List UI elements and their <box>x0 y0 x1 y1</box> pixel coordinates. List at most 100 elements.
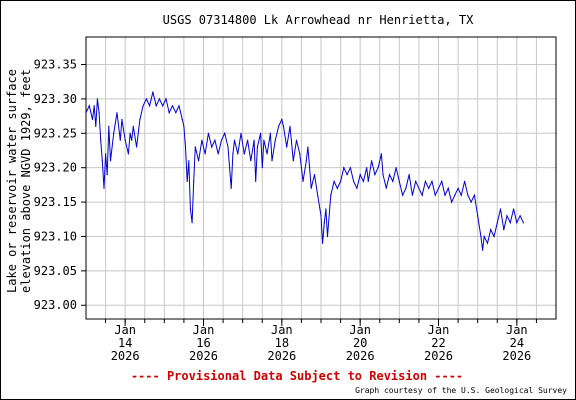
data-point <box>305 160 307 162</box>
data-point <box>349 167 351 169</box>
data-point <box>191 222 193 224</box>
data-point <box>482 249 484 251</box>
x-tick-label-day: 18 <box>275 336 289 350</box>
x-tick-label-month: Jan <box>114 323 136 337</box>
data-point <box>96 98 98 100</box>
data-point <box>243 153 245 155</box>
x-tick-label-month: Jan <box>193 323 215 337</box>
data-point <box>343 167 345 169</box>
series-group <box>85 91 525 251</box>
data-point <box>392 180 394 182</box>
data-point <box>158 98 160 100</box>
data-point <box>139 118 141 121</box>
data-point <box>100 139 102 141</box>
data-point <box>323 222 325 224</box>
data-point <box>451 201 453 203</box>
y-axis-label-line1: Lake or reservoir water surface <box>5 69 19 293</box>
data-point <box>227 146 229 148</box>
data-point <box>447 187 449 189</box>
data-point <box>168 112 170 114</box>
data-point <box>232 153 234 155</box>
y-axis-label-line2: elevation above NGVD 1929, feet <box>19 69 33 293</box>
data-point <box>201 139 203 141</box>
data-point <box>395 167 397 169</box>
data-point <box>101 160 103 162</box>
x-tick-label-year: 2026 <box>111 349 140 363</box>
x-tick-label-day: 14 <box>118 336 132 350</box>
data-point <box>85 112 87 114</box>
data-point <box>211 146 213 148</box>
data-point <box>382 174 384 176</box>
data-point <box>93 105 95 107</box>
x-tick-label-day: 24 <box>510 336 524 350</box>
y-tick-label: 923.20 <box>34 161 77 175</box>
data-point <box>106 174 108 176</box>
data-point <box>198 160 200 162</box>
data-point <box>444 194 446 196</box>
data-point <box>145 98 147 100</box>
data-point <box>359 174 361 176</box>
data-point <box>402 194 404 196</box>
data-point <box>119 139 121 141</box>
data-point <box>496 222 498 224</box>
data-point <box>302 180 304 182</box>
data-point <box>289 125 291 127</box>
data-point <box>181 118 183 121</box>
data-point <box>155 105 157 107</box>
data-point <box>194 146 196 148</box>
data-point <box>467 194 469 196</box>
data-point <box>220 139 223 141</box>
y-tick-label: 923.15 <box>34 195 77 209</box>
data-point <box>470 201 472 203</box>
data-point <box>229 167 231 169</box>
data-point <box>434 194 436 196</box>
data-point <box>103 187 105 189</box>
data-point <box>441 180 443 182</box>
data-point <box>250 160 252 162</box>
data-point <box>183 125 185 127</box>
data-point <box>522 222 525 224</box>
x-tick-label-month: Jan <box>428 323 450 337</box>
chart-title: USGS 07314800 Lk Arrowhead nr Henrietta,… <box>163 13 474 27</box>
data-point <box>292 160 294 162</box>
x-tick-label-month: Jan <box>349 323 371 337</box>
data-point <box>88 105 90 107</box>
data-point <box>421 194 423 196</box>
data-point <box>503 229 505 231</box>
grid-lines <box>86 37 556 319</box>
y-axis-label: Lake or reservoir water surface elevatio… <box>5 69 33 293</box>
x-tick-label-year: 2026 <box>424 349 453 363</box>
data-point <box>124 139 126 141</box>
x-tick-label-day: 16 <box>196 336 210 350</box>
data-point <box>253 139 255 141</box>
data-point <box>366 167 368 169</box>
data-point <box>186 180 188 182</box>
data-point <box>377 167 379 169</box>
data-point <box>263 139 265 141</box>
data-point <box>380 153 382 155</box>
data-point <box>132 125 134 127</box>
data-point <box>326 235 329 238</box>
data-point <box>233 139 236 141</box>
data-point <box>131 139 133 141</box>
data-point <box>405 187 407 189</box>
data-point <box>385 187 387 189</box>
data-point <box>204 153 206 155</box>
data-point <box>149 105 151 107</box>
data-point <box>113 132 115 134</box>
data-point <box>224 132 226 134</box>
data-point <box>178 105 180 107</box>
provisional-notice: ---- Provisional Data Subject to Revisio… <box>131 369 463 383</box>
data-point <box>424 180 426 182</box>
data-point <box>454 194 456 196</box>
data-point <box>142 105 144 107</box>
data-point <box>274 139 276 141</box>
data-point <box>162 105 164 107</box>
data-point <box>108 125 110 127</box>
data-point <box>105 153 107 155</box>
data-point <box>437 187 440 189</box>
x-tick-label-day: 20 <box>353 336 367 350</box>
x-tick-label-month: Jan <box>506 323 528 337</box>
data-point <box>129 132 131 134</box>
